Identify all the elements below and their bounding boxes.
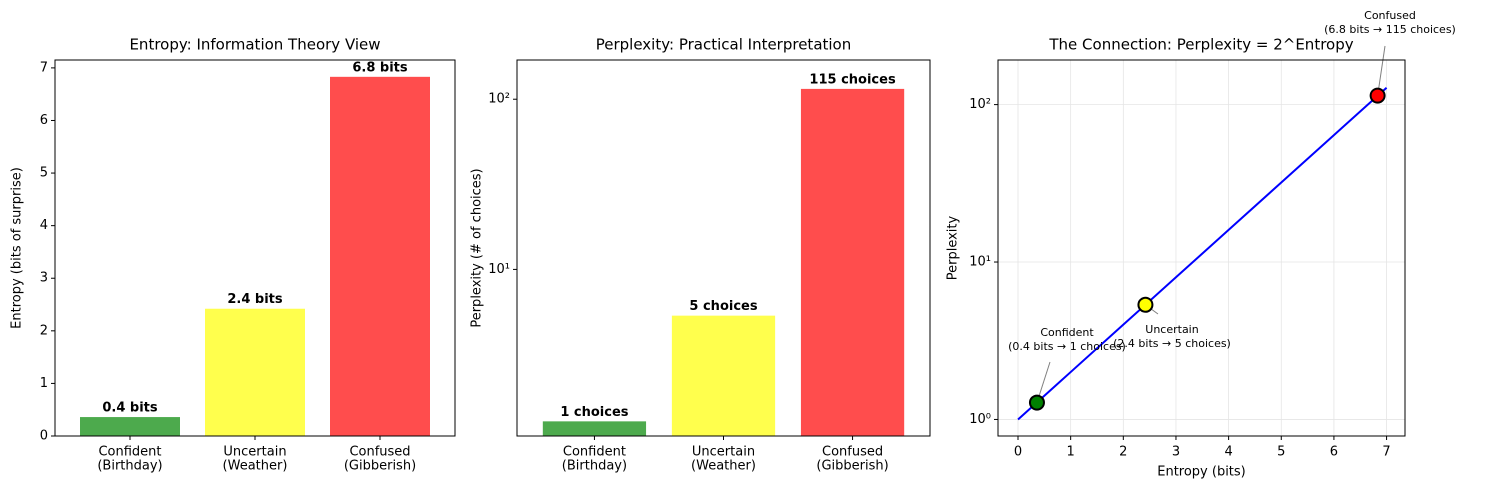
x-tick-label: 1	[1067, 445, 1075, 460]
annotation: Confused	[1364, 9, 1416, 22]
x-tick-label: Confident	[563, 445, 626, 460]
value-label: 5 choices	[689, 299, 757, 314]
y-tick-label: 10²	[969, 97, 991, 112]
y-tick-label: 10²	[488, 92, 510, 107]
bar	[80, 417, 180, 436]
y-tick-label: 10⁰	[969, 412, 991, 427]
value-label: 6.8 bits	[352, 60, 408, 75]
point	[1137, 296, 1154, 313]
y-tick-label: 3	[40, 271, 48, 286]
x-tick-label: 7	[1382, 445, 1390, 460]
y-axis-label: Entropy (bits of surprise)	[10, 167, 25, 329]
bar	[800, 88, 905, 436]
annotation-arrow	[1377, 45, 1386, 96]
point	[1028, 394, 1045, 411]
annotation: Confident	[1040, 326, 1094, 339]
annotation: (0.4 bits → 1 choices)	[1008, 340, 1126, 353]
axes-frame	[54, 59, 456, 437]
x-tick-label: 4	[1224, 445, 1232, 460]
bar	[205, 308, 305, 436]
value-label: 1 choices	[560, 405, 628, 420]
point	[1369, 87, 1386, 104]
y-tick-label: 10¹	[969, 255, 991, 270]
x-tick-label: Uncertain	[223, 445, 286, 460]
y-tick-label: 5	[40, 166, 48, 181]
y-axis-label: Perplexity (# of choices)	[470, 168, 485, 327]
x-tick-label: 5	[1277, 445, 1285, 460]
bar	[671, 315, 776, 436]
bar	[330, 76, 430, 436]
chart-title: Entropy: Information Theory View	[129, 36, 380, 54]
x-tick-label: 6	[1330, 445, 1338, 460]
y-tick-label: 2	[40, 323, 48, 338]
x-tick-label: (Birthday)	[97, 459, 162, 474]
chart-title: Perplexity: Practical Interpretation	[596, 36, 852, 54]
axes-frame	[516, 59, 931, 437]
value-label: 0.4 bits	[102, 401, 158, 416]
chart-title: The Connection: Perplexity = 2^Entropy	[1048, 36, 1353, 54]
x-tick-label: Confused	[822, 445, 883, 460]
x-tick-label: 3	[1172, 445, 1180, 460]
x-tick-label: (Birthday)	[562, 459, 627, 474]
annotation: Uncertain	[1145, 323, 1198, 336]
y-tick-label: 6	[40, 113, 48, 128]
x-tick-label: 2	[1119, 445, 1127, 460]
x-tick-label: (Weather)	[691, 459, 756, 474]
value-label: 2.4 bits	[227, 292, 283, 307]
y-tick-label: 1	[40, 376, 48, 391]
y-tick-label: 4	[40, 218, 48, 233]
x-tick-label: 0	[1014, 445, 1022, 460]
x-tick-label: Uncertain	[692, 445, 755, 460]
y-tick-label: 10¹	[488, 262, 510, 277]
x-tick-label: Confused	[349, 445, 410, 460]
line	[1017, 86, 1388, 421]
bar	[542, 421, 647, 436]
x-tick-label: Confident	[98, 445, 161, 460]
annotation: (6.8 bits → 115 choices)	[1324, 23, 1456, 36]
y-tick-label: 0	[40, 429, 48, 444]
x-tick-label: (Gibberish)	[344, 459, 416, 474]
y-axis-label: Perplexity	[946, 215, 961, 280]
y-tick-label: 7	[40, 60, 48, 75]
axes-frame	[997, 59, 1406, 437]
x-tick-label: (Weather)	[223, 459, 288, 474]
annotation: (2.4 bits → 5 choices)	[1113, 337, 1231, 350]
x-tick-label: (Gibberish)	[816, 459, 888, 474]
value-label: 115 choices	[809, 72, 896, 87]
x-axis-label: Entropy (bits)	[1157, 465, 1246, 480]
